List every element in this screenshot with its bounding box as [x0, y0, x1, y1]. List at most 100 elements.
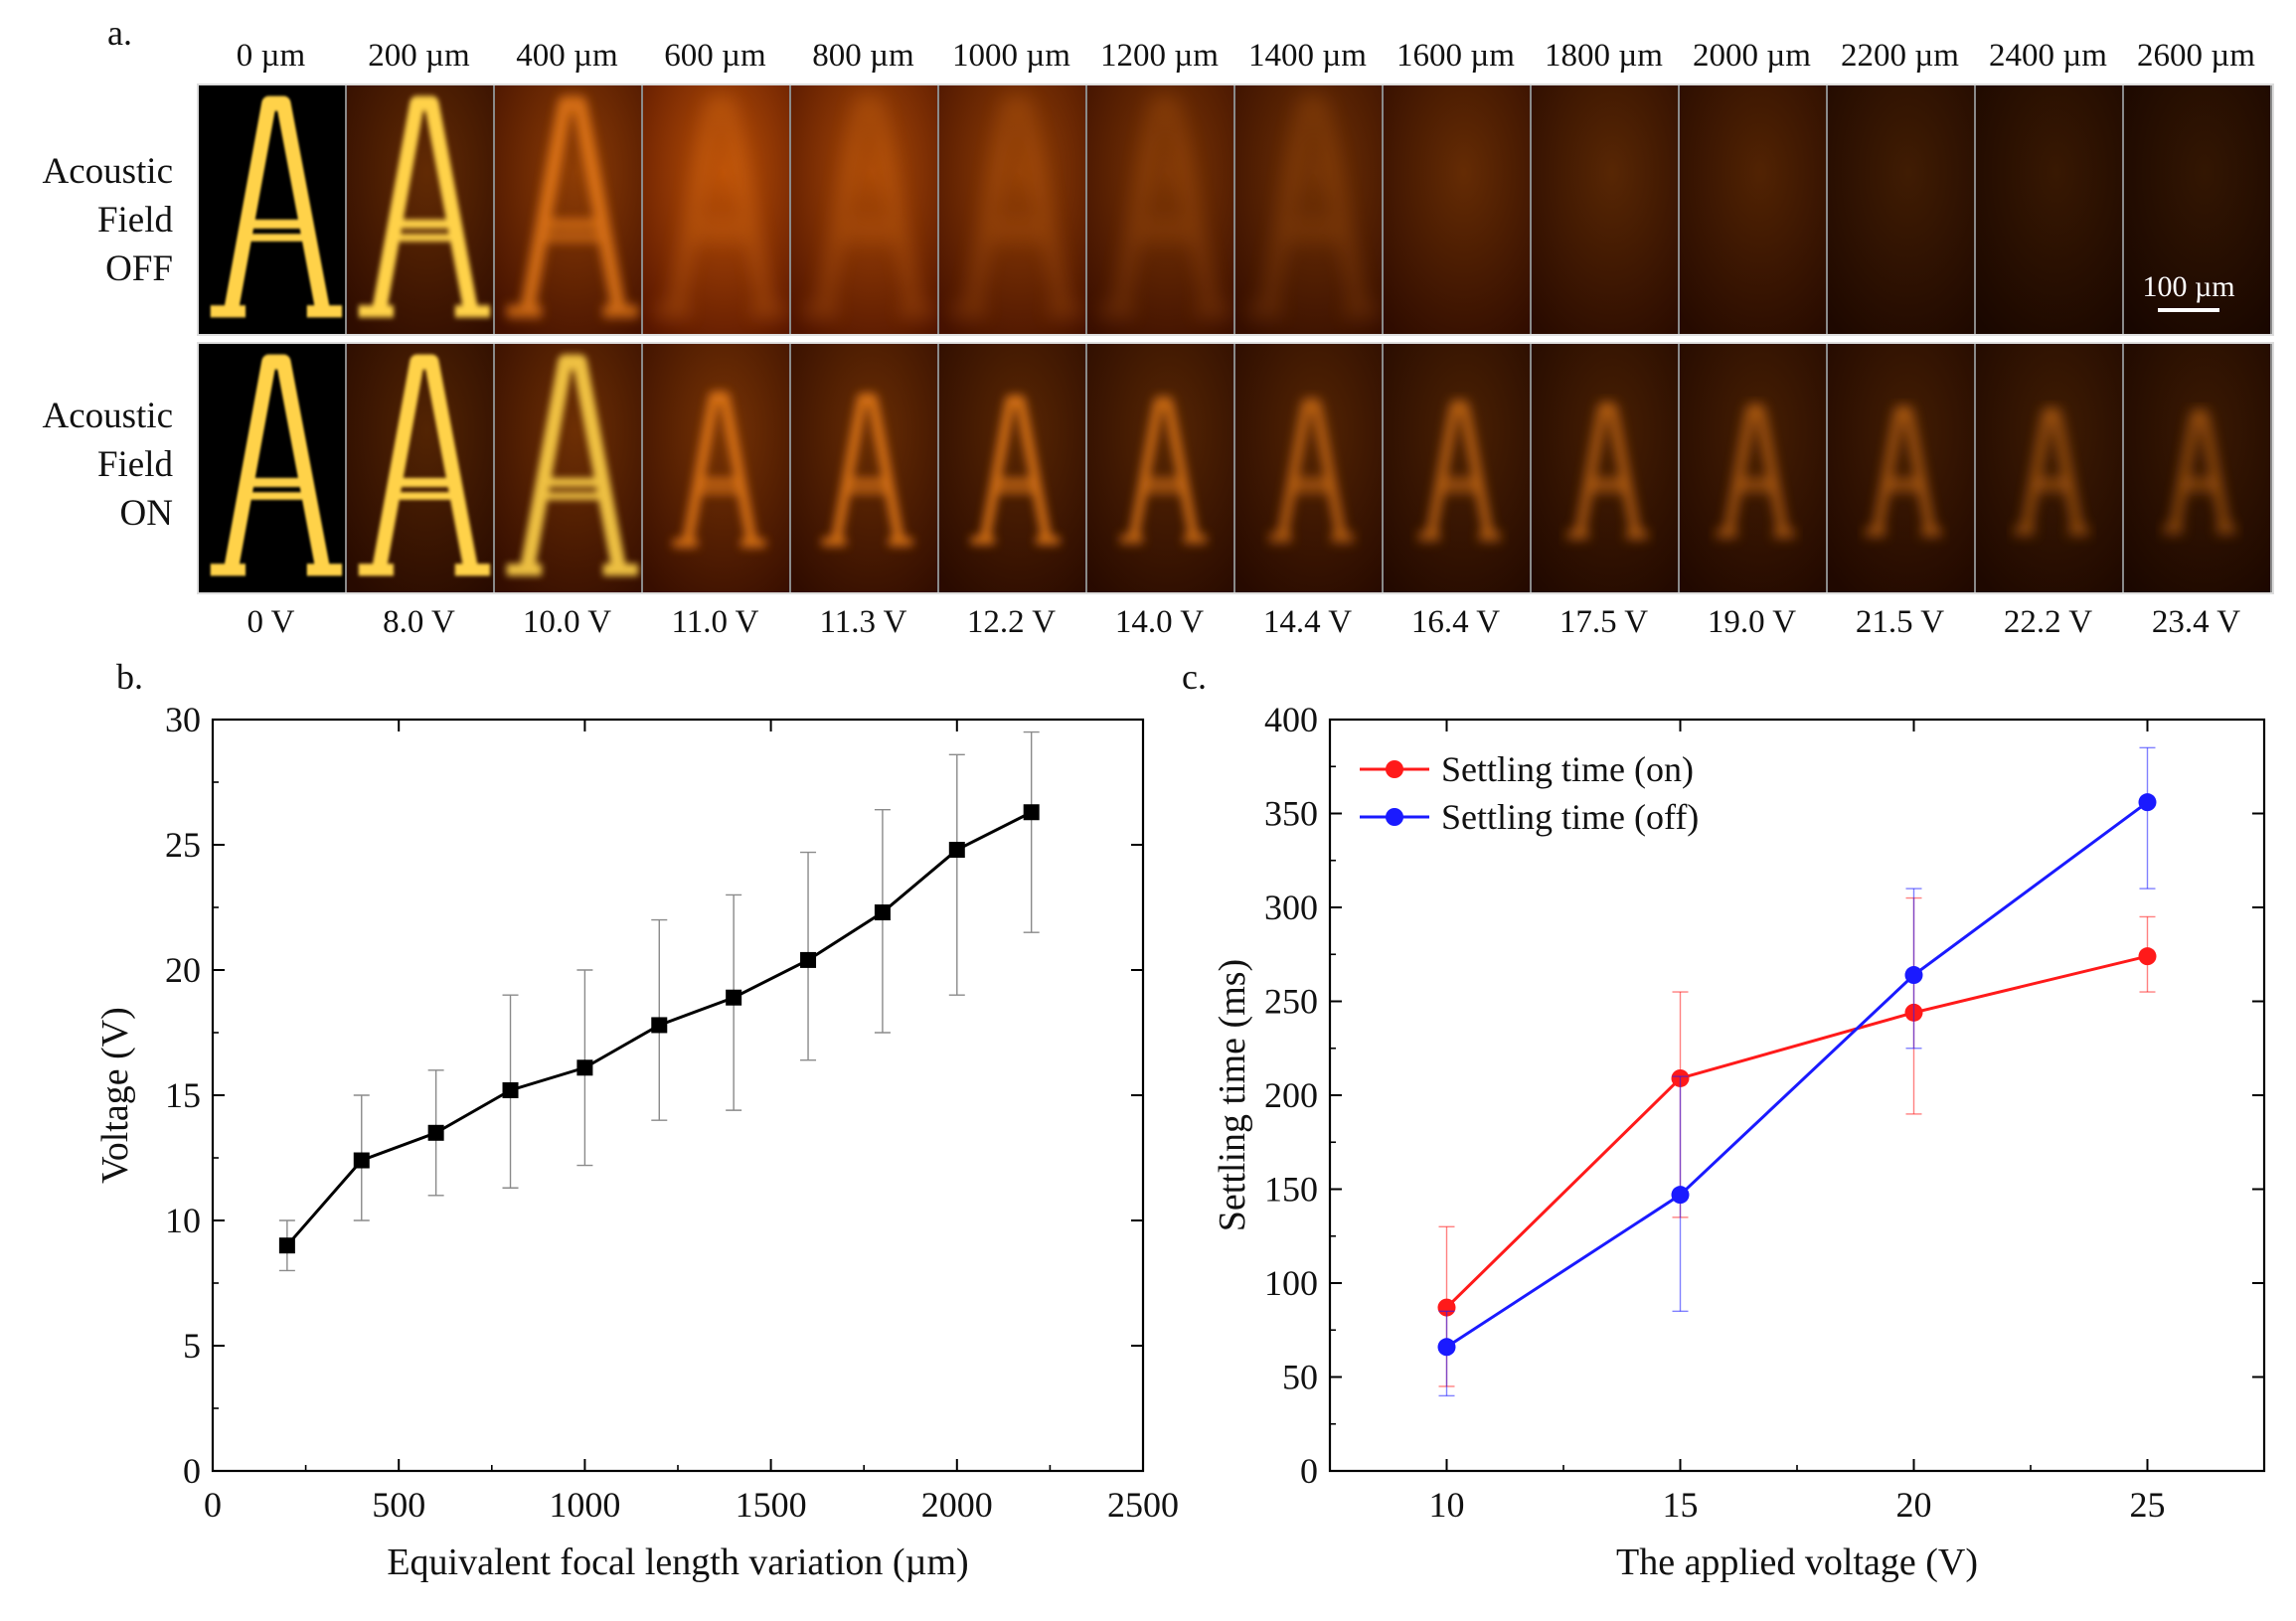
voltage-label: 10.0 V: [522, 604, 612, 640]
distance-label: 1400 µm: [1248, 38, 1367, 74]
y-tick-label: 300: [1264, 888, 1318, 927]
y-tick-label: 350: [1264, 794, 1318, 834]
off-frame: [1384, 85, 1532, 334]
y-tick-label: 50: [1282, 1358, 1318, 1397]
legend-marker: [1386, 760, 1403, 778]
off-frame: [495, 85, 643, 334]
distance-label: 400 µm: [516, 38, 618, 74]
off-frame: [1680, 85, 1828, 334]
y-tick-label: 250: [1264, 982, 1318, 1022]
y-tick-label: 400: [1264, 700, 1318, 739]
off-frame: [1828, 85, 1976, 334]
distance-label: 2600 µm: [2137, 38, 2255, 74]
legend-label: Settling time (on): [1441, 749, 1694, 789]
voltage-label: 21.5 V: [1855, 604, 1945, 640]
chart-b-voltage-vs-focal-length: 0 500 1000 1500 2000 2500 0 5 10 15 20 25 30 Equivale…: [94, 700, 1179, 1583]
voltage-label: 16.4 V: [1410, 604, 1501, 640]
data-point: [1671, 1186, 1690, 1205]
data-point: [278, 1237, 295, 1254]
series-line: [1445, 800, 2149, 1349]
on-frame: [939, 344, 1087, 592]
data-point: [1437, 1298, 1456, 1317]
data-point: [800, 951, 817, 968]
x-tick-label: 500: [372, 1485, 425, 1525]
off-frame: [1976, 85, 2124, 334]
series-0: [1437, 896, 2157, 1387]
on-frame: [1976, 344, 2124, 592]
row-label-on-line2: Field: [96, 444, 173, 485]
scale-bar-label: 100 µm: [2142, 270, 2235, 303]
scale-bar-line: [2158, 308, 2219, 312]
off-frame: [939, 85, 1087, 334]
voltage-label: 12.2 V: [966, 604, 1057, 640]
data-point: [1437, 1338, 1456, 1357]
on-frame: [1087, 344, 1235, 592]
y-tick-label: 5: [183, 1326, 201, 1366]
x-tick-label: 10: [1429, 1485, 1465, 1525]
on-frame: [1828, 344, 1976, 592]
y-tick-label: 25: [165, 825, 201, 865]
data-point: [2138, 947, 2157, 966]
row-label-off-line2: Field: [96, 200, 173, 241]
off-frame: [1087, 85, 1235, 334]
y-tick-label: 150: [1264, 1170, 1318, 1210]
voltage-label: 19.0 V: [1707, 604, 1797, 640]
legend-marker: [1386, 808, 1403, 826]
row-label-off-line3: OFF: [105, 248, 173, 289]
off-frame: [1532, 85, 1680, 334]
y-tick-label: 0: [183, 1451, 201, 1491]
data-point: [1904, 966, 1923, 985]
data-point: [353, 1152, 370, 1169]
off-frame: [1235, 85, 1384, 334]
data-point: [502, 1081, 519, 1098]
voltage-label: 11.3 V: [819, 604, 907, 640]
on-frame: [495, 344, 643, 592]
off-frame: [199, 85, 347, 334]
row-label-on-line1: Acoustic: [42, 396, 173, 436]
panel-a-label: a.: [107, 13, 132, 53]
x-tick-label: 1500: [736, 1485, 807, 1525]
on-frame: [1384, 344, 1532, 592]
x-tick-label: 15: [1663, 1485, 1699, 1525]
panel-b-label: b.: [116, 657, 143, 697]
voltage-label: 22.2 V: [2003, 604, 2093, 640]
voltage-label: 8.0 V: [383, 604, 455, 640]
x-tick-label: 2000: [921, 1485, 993, 1525]
scale-bar: 100 µm: [2129, 270, 2248, 312]
voltage-label: 17.5 V: [1558, 604, 1649, 640]
on-frame: [199, 344, 347, 592]
y-tick-label: 30: [165, 700, 201, 739]
on-frame: [347, 344, 495, 592]
data-point: [1023, 804, 1040, 821]
off-frame: [2124, 85, 2272, 334]
row-label-off: Acoustic Field OFF: [4, 147, 173, 293]
y-tick-label: 0: [1300, 1451, 1318, 1491]
on-frame: [1235, 344, 1384, 592]
voltage-label: 0 V: [246, 604, 295, 640]
data-point: [427, 1124, 444, 1141]
x-tick-label: 1000: [549, 1485, 620, 1525]
x-axis-label: The applied voltage (V): [1616, 1541, 1978, 1583]
image-strip-field-off: [197, 83, 2274, 336]
on-frame: [643, 344, 791, 592]
distance-label: 600 µm: [664, 38, 766, 74]
on-frame: [791, 344, 939, 592]
off-frame: [791, 85, 939, 334]
series-1: [1437, 746, 2157, 1397]
x-tick-label: 25: [2130, 1485, 2166, 1525]
distance-label: 0 µm: [236, 38, 306, 74]
y-tick-label: 200: [1264, 1075, 1318, 1115]
row-label-on-line3: ON: [119, 493, 173, 534]
voltage-label: 14.0 V: [1114, 604, 1205, 640]
data-point: [948, 842, 965, 859]
series-line: [1445, 954, 2148, 1309]
off-frame: [643, 85, 791, 334]
voltage-label: 23.4 V: [2151, 604, 2241, 640]
series-0: [278, 730, 1040, 1272]
x-tick-label: 2500: [1107, 1485, 1179, 1525]
data-point: [726, 989, 742, 1006]
distance-label: 1000 µm: [952, 38, 1070, 74]
data-point: [651, 1017, 668, 1034]
distance-label: 1200 µm: [1100, 38, 1219, 74]
